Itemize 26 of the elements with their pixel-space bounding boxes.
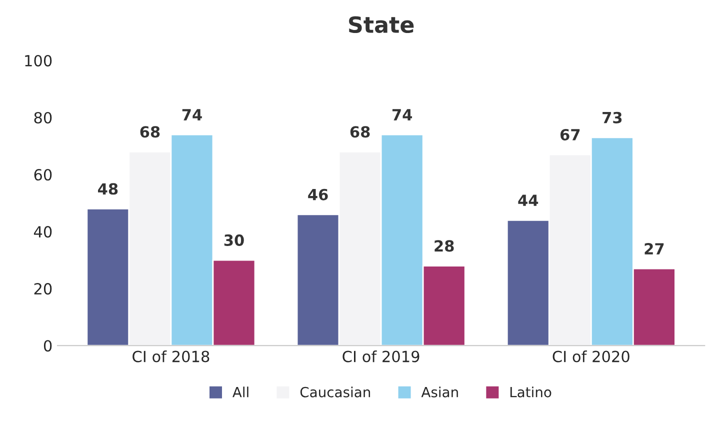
data-label: 44	[518, 194, 538, 206]
x-tick-label: CI of 2019	[342, 350, 420, 362]
data-label: 68	[350, 126, 370, 138]
legend-label: All	[232, 386, 248, 398]
data-label: 46	[308, 188, 328, 200]
y-tick-label: 40	[34, 226, 52, 238]
chart-title: State	[349, 16, 414, 34]
legend-label: Asian	[421, 386, 458, 398]
data-label: 74	[182, 109, 202, 120]
x-tick-label: CI of 2018	[132, 350, 210, 362]
legend-label: Caucasian	[300, 386, 370, 398]
data-label: 48	[98, 183, 118, 195]
y-tick-label: 80	[34, 112, 52, 124]
data-label: 30	[224, 234, 244, 246]
x-tick-label: CI of 2020	[552, 350, 630, 362]
data-label: 67	[560, 128, 580, 140]
legend-label: Latino	[510, 386, 552, 398]
y-tick-label: 60	[34, 168, 52, 181]
data-label: 73	[602, 112, 622, 124]
y-tick-label: 100	[25, 54, 52, 66]
y-tick-label: 0	[44, 340, 52, 352]
data-label: 74	[392, 109, 412, 120]
data-label: 28	[434, 240, 454, 252]
data-label: 68	[140, 126, 160, 138]
y-tick-label: 20	[34, 283, 52, 295]
data-label: 27	[644, 242, 664, 254]
